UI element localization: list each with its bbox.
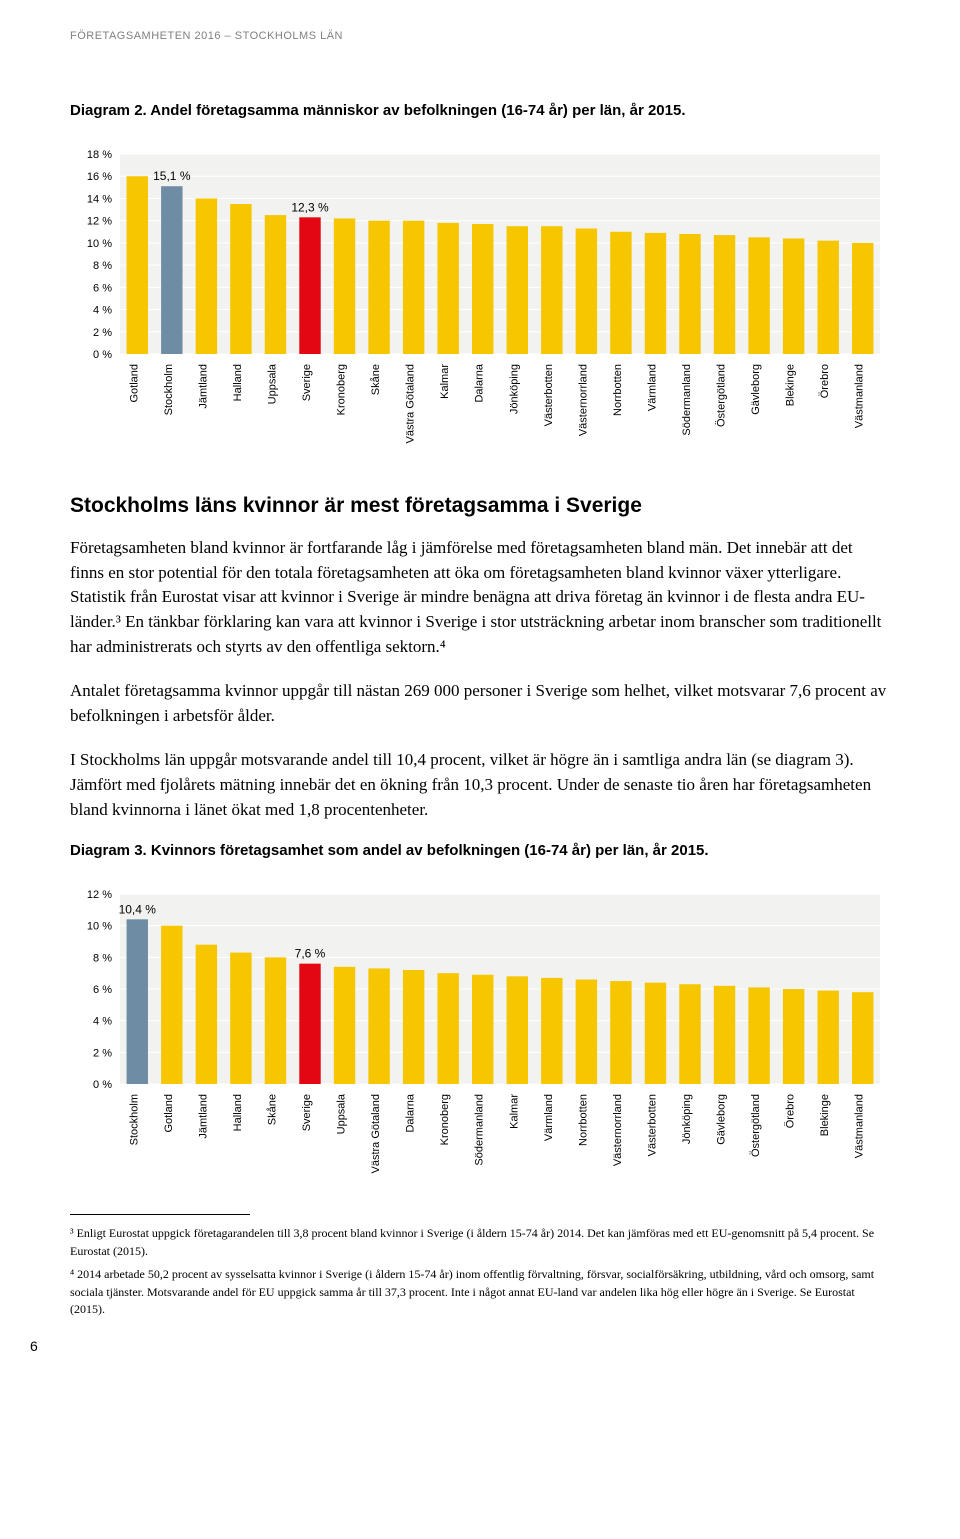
svg-text:Östergötland: Östergötland [750, 1094, 762, 1157]
svg-text:15,1 %: 15,1 % [153, 169, 191, 183]
svg-text:Dalarna: Dalarna [474, 363, 486, 402]
svg-text:7,6 %: 7,6 % [295, 947, 326, 961]
svg-text:Västmanland: Västmanland [854, 364, 866, 428]
svg-text:Skåne: Skåne [370, 364, 382, 395]
paragraph-1: Företagsamheten bland kvinnor är fortfar… [70, 536, 890, 659]
svg-text:Örebro: Örebro [819, 364, 831, 398]
svg-text:16 %: 16 % [87, 171, 112, 183]
svg-text:Värmland: Värmland [646, 364, 658, 411]
svg-text:12,3 %: 12,3 % [291, 200, 329, 214]
svg-text:4 %: 4 % [93, 305, 112, 317]
chart3: 0 % 2 % 4 % 6 % 8 % 10 % 12 % Stockholm Gotland J… [70, 874, 890, 1174]
svg-text:2 %: 2 % [93, 327, 112, 339]
svg-text:Södermanland: Södermanland [474, 1094, 486, 1166]
svg-text:6 %: 6 % [93, 282, 112, 294]
chart3-container: 0 % 2 % 4 % 6 % 8 % 10 % 12 % Stockholm Gotland J… [70, 874, 890, 1174]
svg-text:Uppsala: Uppsala [336, 1094, 348, 1135]
svg-text:Östergötland: Östergötland [716, 364, 728, 427]
chart3-title: Diagram 3. Kvinnors företagsamhet som an… [70, 842, 890, 859]
svg-text:Kronoberg: Kronoberg [336, 364, 348, 415]
svg-text:Västerbotten: Västerbotten [543, 364, 555, 426]
svg-text:10,4 %: 10,4 % [119, 903, 157, 917]
section-heading: Stockholms läns kvinnor är mest företags… [70, 494, 890, 518]
svg-text:Örebro: Örebro [785, 1094, 797, 1128]
svg-text:Skåne: Skåne [266, 1094, 278, 1125]
svg-text:Västra Götaland: Västra Götaland [370, 1094, 382, 1174]
svg-text:Jönköping: Jönköping [508, 364, 520, 414]
svg-text:Halland: Halland [232, 1094, 244, 1131]
svg-text:Norrbotten: Norrbotten [612, 364, 624, 416]
svg-text:Uppsala: Uppsala [266, 363, 278, 404]
footnote-4: ⁴ 2014 arbetade 50,2 procent av sysselsa… [70, 1266, 890, 1318]
svg-text:6 %: 6 % [93, 984, 112, 996]
svg-text:14 %: 14 % [87, 193, 112, 205]
svg-text:Dalarna: Dalarna [405, 1094, 417, 1133]
footnote-separator [70, 1214, 250, 1215]
svg-text:Blekinge: Blekinge [785, 364, 797, 406]
svg-text:8 %: 8 % [93, 953, 112, 965]
svg-text:0 %: 0 % [93, 349, 112, 361]
svg-text:Gävleborg: Gävleborg [750, 364, 762, 415]
svg-text:12 %: 12 % [87, 889, 112, 901]
chart2-container: 0 % 2 % 4 % 6 % 8 % 10 % 12 % 14 % 16 % 18 % Gotla… [70, 134, 890, 444]
svg-text:Västernorrland: Västernorrland [612, 1094, 624, 1166]
svg-text:4 %: 4 % [93, 1016, 112, 1028]
paragraph-2: Antalet företagsamma kvinnor uppgår till… [70, 679, 890, 728]
svg-text:18 %: 18 % [87, 149, 112, 161]
page-number: 6 [30, 1338, 890, 1354]
paragraph-3: I Stockholms län uppgår motsvarande ande… [70, 748, 890, 822]
svg-text:Kalmar: Kalmar [508, 1094, 520, 1129]
svg-text:Jämtland: Jämtland [197, 1094, 209, 1139]
svg-text:Sverige: Sverige [301, 364, 313, 401]
svg-text:Västra Götaland: Västra Götaland [405, 364, 417, 444]
svg-text:Södermanland: Södermanland [681, 364, 693, 436]
chart2-title: Diagram 2. Andel företagsamma människor … [70, 102, 890, 119]
svg-text:Halland: Halland [232, 364, 244, 401]
chart2: 0 % 2 % 4 % 6 % 8 % 10 % 12 % 14 % 16 % 18 % Gotla… [70, 134, 890, 444]
svg-text:Värmland: Värmland [543, 1094, 555, 1141]
svg-text:Gävleborg: Gävleborg [716, 1094, 728, 1145]
svg-text:Jönköping: Jönköping [681, 1094, 693, 1144]
svg-text:Västerbotten: Västerbotten [646, 1094, 658, 1156]
svg-text:2 %: 2 % [93, 1048, 112, 1060]
svg-text:10 %: 10 % [87, 238, 112, 250]
svg-text:Gotland: Gotland [163, 1094, 175, 1133]
svg-text:Västernorrland: Västernorrland [577, 364, 589, 436]
svg-text:Sverige: Sverige [301, 1094, 313, 1131]
svg-text:Kronoberg: Kronoberg [439, 1094, 451, 1145]
svg-text:12 %: 12 % [87, 216, 112, 228]
svg-text:Västmanland: Västmanland [854, 1094, 866, 1158]
svg-text:10 %: 10 % [87, 921, 112, 933]
header-line: FÖRETAGSAMHETEN 2016 – STOCKHOLMS LÄN [70, 30, 890, 42]
svg-text:Kalmar: Kalmar [439, 364, 451, 399]
svg-text:Stockholm: Stockholm [163, 364, 175, 415]
svg-text:Gotland: Gotland [128, 364, 140, 403]
footnote-3: ³ Enligt Eurostat uppgick företagarandel… [70, 1225, 890, 1260]
svg-text:8 %: 8 % [93, 260, 112, 272]
svg-text:0 %: 0 % [93, 1079, 112, 1091]
svg-text:Norrbotten: Norrbotten [577, 1094, 589, 1146]
svg-text:Stockholm: Stockholm [128, 1094, 140, 1145]
svg-text:Jämtland: Jämtland [197, 364, 209, 409]
svg-text:Blekinge: Blekinge [819, 1094, 831, 1136]
